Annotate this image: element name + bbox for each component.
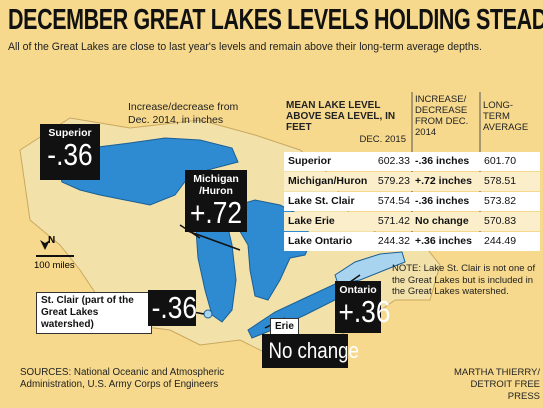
pointer [349,274,361,283]
table-header: MEAN LAKE LEVEL ABOVE SEA LEVEL, IN FEET [286,100,396,133]
table-cell: 244.32 [377,235,410,247]
table-cell: 244.49 [484,235,517,247]
callout-value: -.36 [151,290,198,325]
table-row: Lake Ontario 244.32 +.36 inches 244.49 [284,232,540,251]
callout-label: Michigan/Huron [185,170,247,197]
table-cell: -.36 inches [415,195,470,207]
subtitle: All of the Great Lakes are close to last… [8,41,482,53]
callout-st-clair: -.36 [148,290,198,326]
table-cell: 571.42 [377,215,410,227]
table-cell: 601.70 [484,155,517,167]
callout-ontario: Ontario +.36 [335,281,391,333]
table-cell: +.36 inches [415,235,472,247]
table-cell: 579.23 [377,175,410,187]
scale-label: 100 miles [34,260,75,271]
callout-value: No change [268,338,359,363]
note: NOTE: Lake St. Clair is not one of the G… [392,263,536,297]
callout-label: Superior [48,127,92,139]
callout-superior: Superior -.36 [40,124,100,180]
label-line: Great Lakes watershed) [41,307,99,330]
callout-value: +.36 [338,294,391,329]
credit: MARTHA THIERRY/ DETROIT FREE PRESS [453,367,540,402]
table-row: Michigan/Huron 579.23 +.72 inches 578.51 [284,172,540,191]
pointer [184,229,241,251]
table-cell: 573.82 [484,195,517,207]
callout-erie: No change [262,334,359,368]
table-cell: -.36 inches [415,155,470,167]
table-subheader: DEC. 2015 [359,134,406,145]
callout-label: Ontario [339,284,377,296]
table-cell: 602.33 [377,155,410,167]
table-cell: Lake St. Clair [288,195,355,207]
table-cell: Lake Ontario [288,235,353,247]
table-cell: No change [415,215,469,227]
table-row: Superior 602.33 -.36 inches 601.70 [284,152,540,171]
table-header: LONG-TERM AVERAGE [483,100,529,133]
sources: SOURCES: National Oceanic and Atmospheri… [20,367,225,390]
north-label: N [48,235,56,246]
north-arrow [40,240,50,250]
lake-st-clair [203,309,213,319]
callout-michigan-huron: Michigan/Huron +.72 [185,170,247,232]
callout-value: -.36 [47,137,93,172]
map-caption: Increase/decrease from Dec. 2014, in inc… [128,101,239,126]
title: DECEMBER GREAT LAKES LEVELS HOLDING STEA… [8,4,543,36]
label-line: Michigan [193,173,239,185]
table-cell: 578.51 [484,175,517,187]
label-line: /Huron [199,185,233,197]
table-cell: Michigan/Huron [288,175,368,187]
callout-value: +.72 [189,195,243,230]
table-row: Lake St. Clair 574.54 -.36 inches 573.82 [284,192,540,211]
table-cell: 570.83 [484,215,517,227]
table-row: Lake Erie 571.42 No change 570.83 [284,212,540,231]
table-header: INCREASE/ DECREASE FROM DEC. 2014 [415,94,469,138]
table-cell: Superior [288,155,332,167]
label-line: St. Clair (part of the [41,295,134,306]
table-cell: +.72 inches [415,175,472,187]
callout-label: St. Clair (part of the Great Lakes waters… [36,292,152,334]
table-cell: Lake Erie [288,215,335,227]
table-cell: 574.54 [377,195,410,207]
